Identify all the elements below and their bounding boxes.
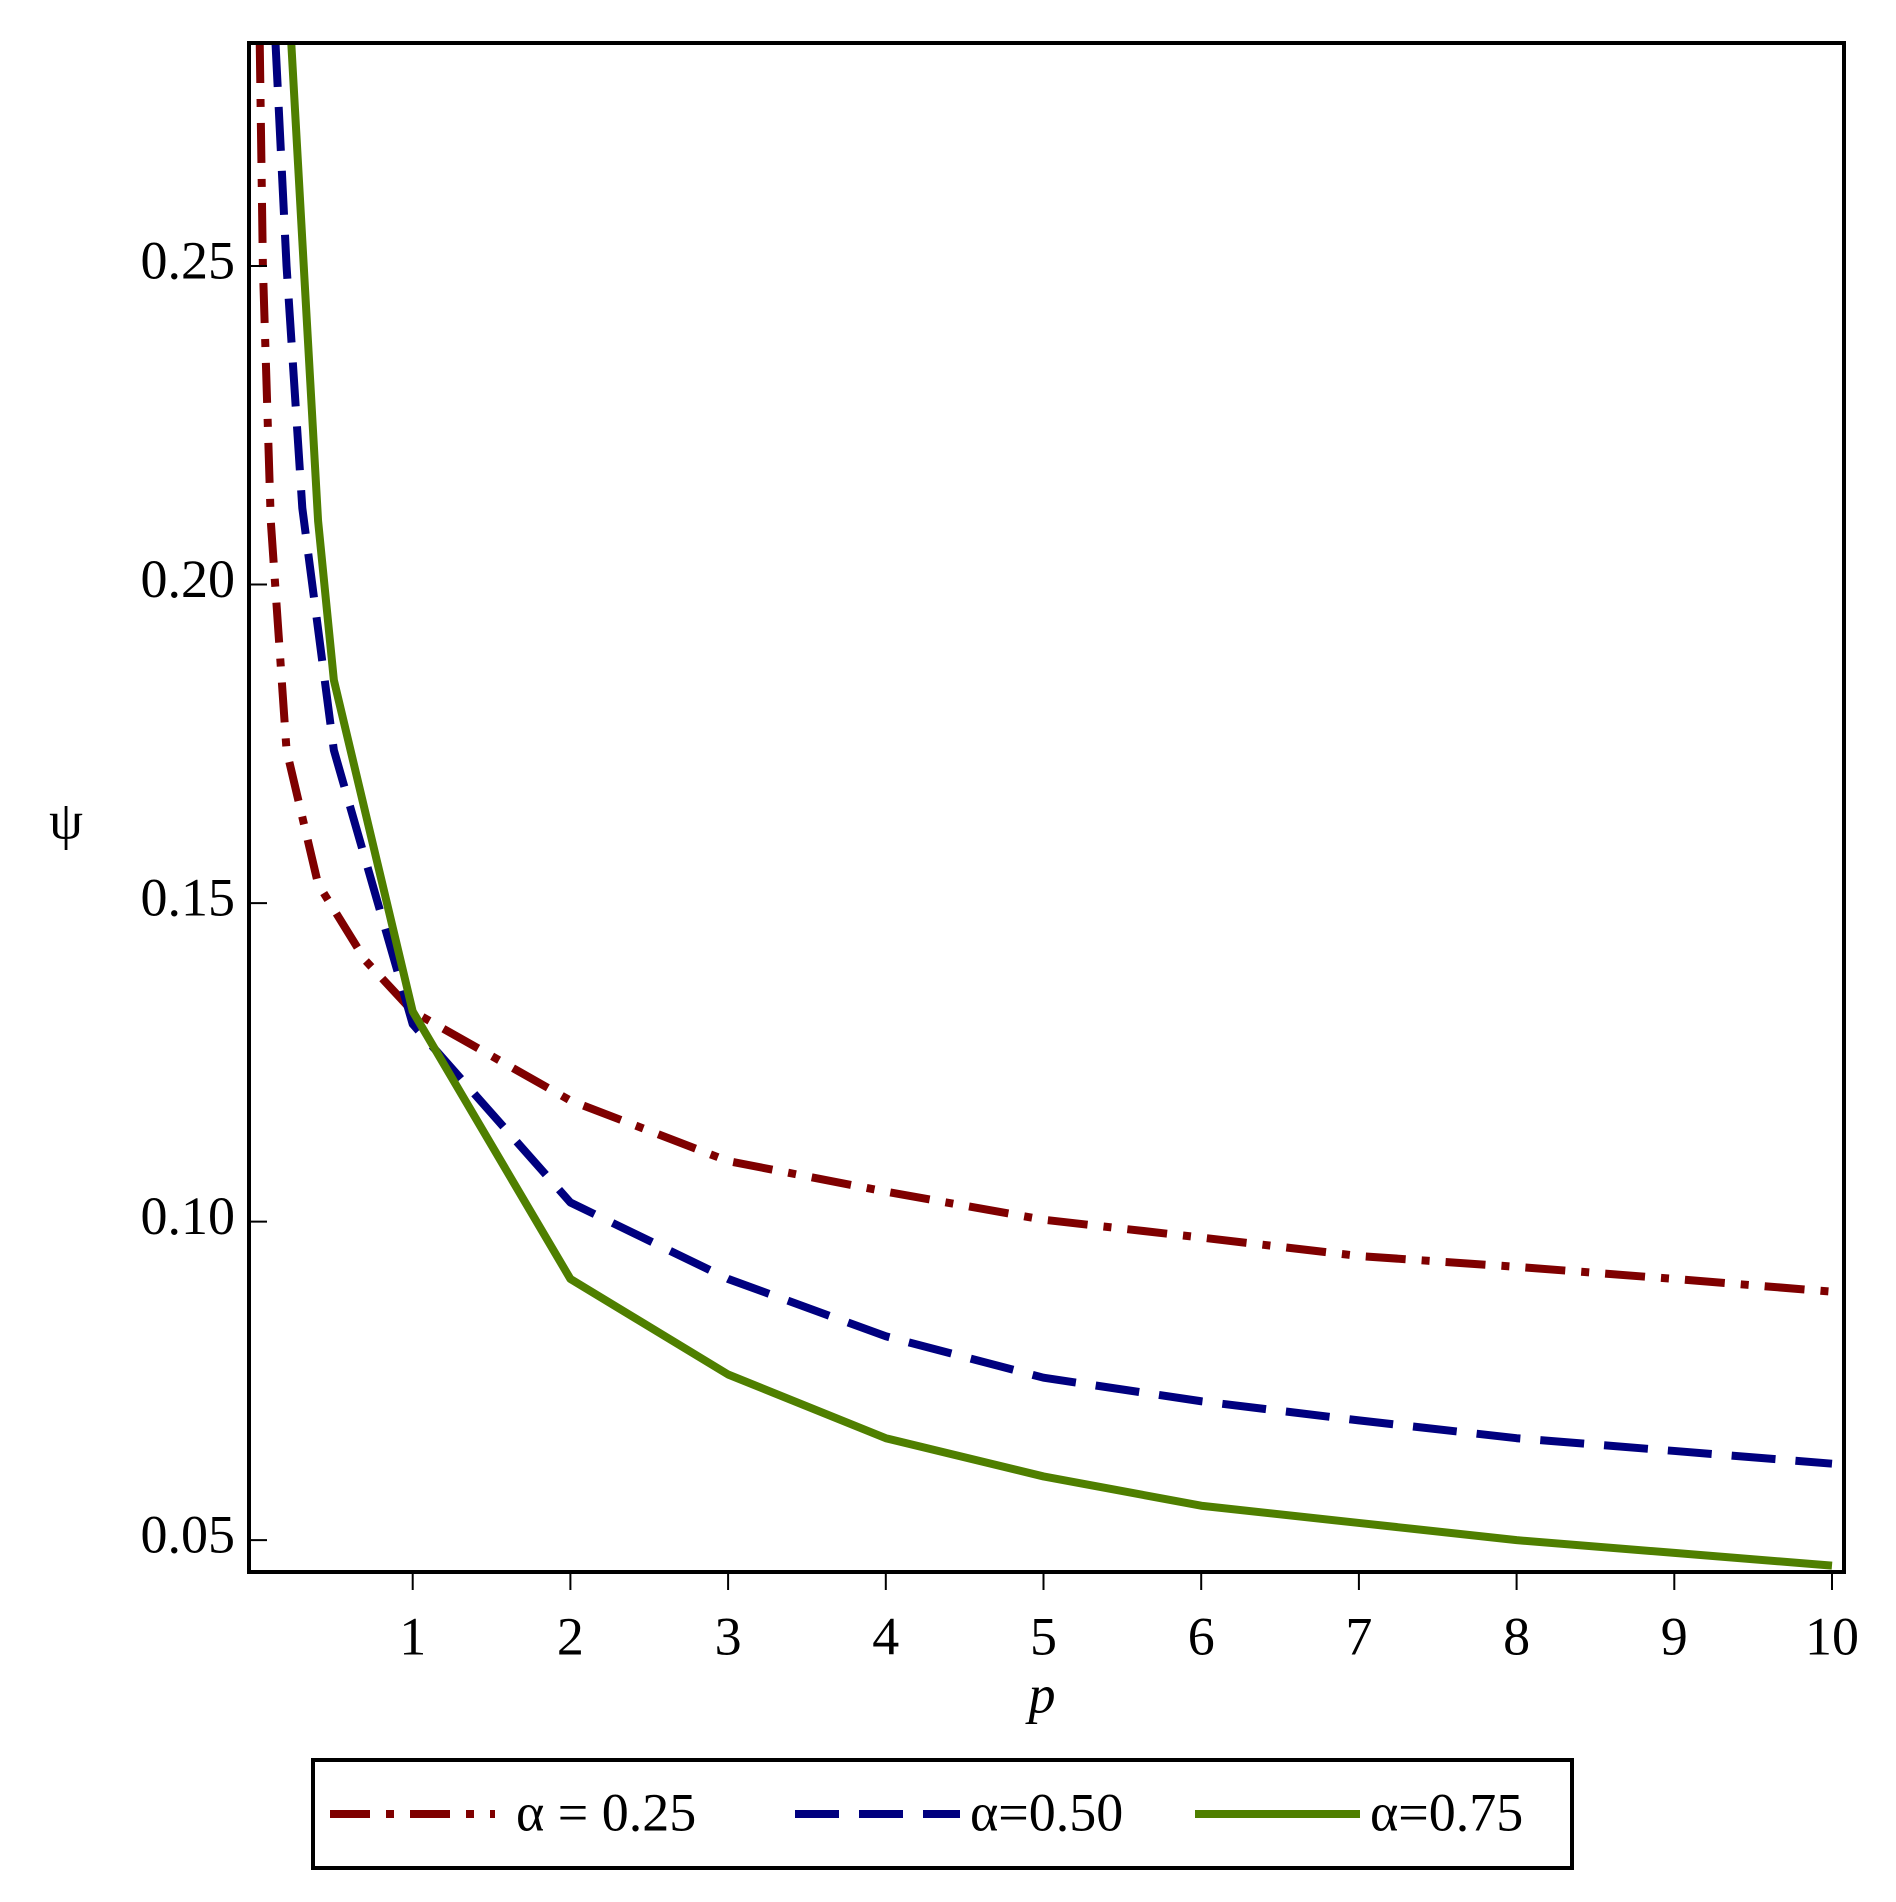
x-tick-label: 5: [1030, 1606, 1057, 1666]
x-tick-label: 10: [1805, 1606, 1859, 1666]
x-tick-label: 7: [1345, 1606, 1372, 1666]
x-tick-label: 4: [872, 1606, 899, 1666]
x-tick-label: 9: [1661, 1606, 1688, 1666]
y-tick-label: 0.05: [141, 1505, 236, 1565]
y-tick-label: 0.10: [141, 1186, 236, 1246]
legend-label: α=0.75: [1370, 1782, 1523, 1842]
y-tick-label: 0.15: [141, 867, 236, 927]
x-tick-label: 2: [557, 1606, 584, 1666]
x-tick-label: 1: [399, 1606, 426, 1666]
y-tick-label: 0.20: [141, 549, 236, 609]
x-tick-label: 8: [1503, 1606, 1530, 1666]
plot-area: [255, 45, 1833, 1570]
x-tick-label: 6: [1188, 1606, 1215, 1666]
y-tick-label: 0.25: [141, 230, 236, 290]
legend-label: α=0.50: [970, 1782, 1123, 1842]
y-axis-label: ψ: [49, 790, 83, 850]
series-line: [255, 45, 1833, 1296]
series-line: [271, 45, 1833, 1468]
series-line: [287, 45, 1833, 1570]
legend-label: α = 0.25: [516, 1782, 696, 1842]
plot-frame: [247, 41, 1846, 1574]
legend-frame: [311, 1758, 1574, 1870]
x-axis-label: p: [1025, 1664, 1056, 1724]
x-tick-label: 3: [715, 1606, 742, 1666]
